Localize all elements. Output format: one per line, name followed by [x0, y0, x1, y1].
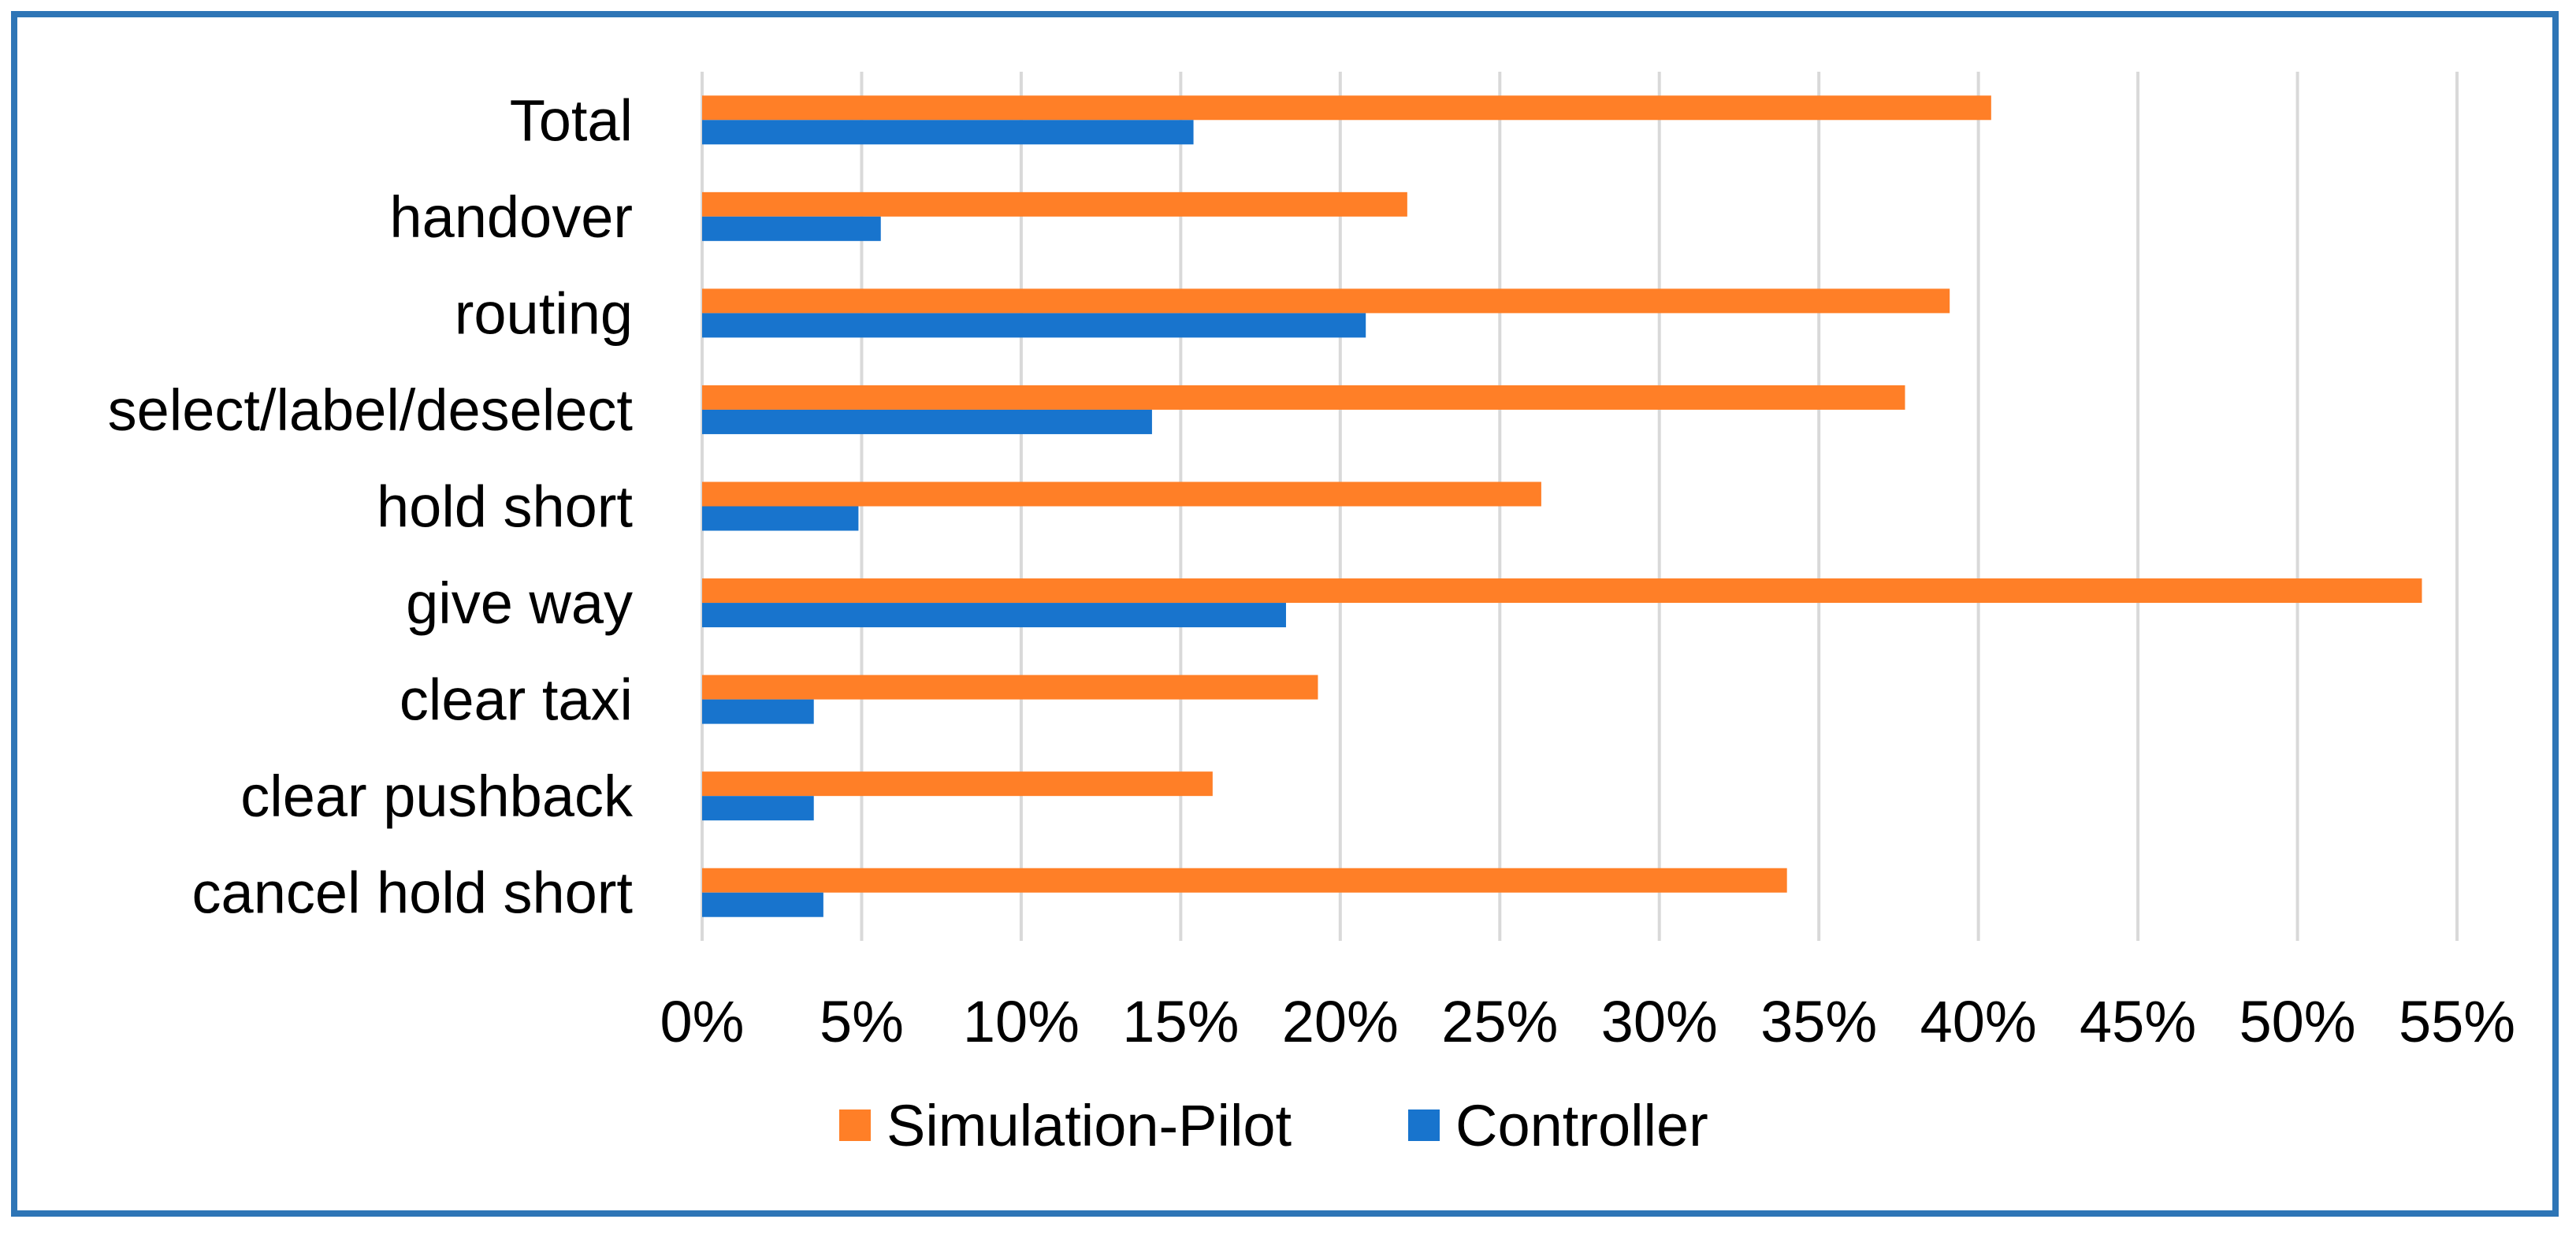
bar-controller-hold-short — [702, 506, 859, 531]
x-tick-label: 20% — [1282, 989, 1399, 1054]
bar-simulation-pilot-clear-taxi — [702, 675, 1318, 700]
category-label: handover — [389, 184, 633, 250]
bar-controller-routing — [702, 313, 1366, 338]
x-tick-label: 0% — [660, 989, 745, 1054]
x-tick-labels: 0% 5% 10% 15% 20% 25% 30% 35% 40% 45% 50% 55% — [660, 989, 2516, 1054]
category-labels: Total handover routing select/label/deselec… — [108, 87, 634, 925]
bar-simulation-pilot-cancel-hold-short — [702, 868, 1787, 893]
bar-simulation-pilot-select-label-deselect — [702, 385, 1905, 410]
bars — [702, 95, 2422, 917]
bar-simulation-pilot-total — [702, 95, 1991, 121]
category-label: clear taxi — [400, 667, 633, 733]
chart-frame: Total handover routing select/label/deselec… — [11, 11, 2559, 1217]
bar-simulation-pilot-clear-pushback — [702, 771, 1213, 797]
legend-swatch-controller — [1408, 1109, 1440, 1141]
bar-controller-clear-taxi — [702, 699, 814, 724]
x-tick-label: 5% — [820, 989, 904, 1054]
x-tick-label: 10% — [963, 989, 1080, 1054]
category-label: clear pushback — [240, 764, 634, 829]
bar-chart: Total handover routing select/label/deselec… — [108, 72, 2516, 1158]
bar-controller-give-way — [702, 603, 1286, 628]
category-label: select/label/deselect — [108, 377, 634, 443]
bar-controller-cancel-hold-short — [702, 892, 823, 917]
bar-controller-clear-pushback — [702, 796, 814, 821]
x-tick-label: 35% — [1760, 989, 1877, 1054]
bar-simulation-pilot-give-way — [702, 578, 2422, 604]
category-label: hold short — [377, 474, 633, 540]
x-tick-label: 15% — [1122, 989, 1239, 1054]
bar-controller-select-label-deselect — [702, 409, 1152, 434]
x-tick-label: 45% — [2080, 989, 2196, 1054]
x-tick-label: 55% — [2399, 989, 2515, 1054]
bar-controller-handover — [702, 216, 881, 241]
bar-simulation-pilot-handover — [702, 191, 1407, 217]
x-tick-label: 25% — [1441, 989, 1558, 1054]
category-label: cancel hold short — [192, 860, 634, 926]
x-tick-label: 40% — [1920, 989, 2037, 1054]
legend-swatch-simulation-pilot — [839, 1109, 871, 1141]
x-tick-label: 30% — [1601, 989, 1718, 1054]
category-label: Total — [510, 87, 633, 153]
legend-label-controller: Controller — [1455, 1093, 1708, 1158]
x-tick-label: 50% — [2239, 989, 2355, 1054]
legend-label-simulation-pilot: Simulation-Pilot — [887, 1093, 1292, 1158]
bar-simulation-pilot-hold-short — [702, 481, 1541, 507]
category-label: routing — [455, 281, 633, 346]
legend: Simulation-Pilot Controller — [839, 1093, 1708, 1158]
category-label: give way — [406, 571, 633, 636]
bar-controller-total — [702, 120, 1194, 145]
bar-simulation-pilot-routing — [702, 288, 1950, 314]
